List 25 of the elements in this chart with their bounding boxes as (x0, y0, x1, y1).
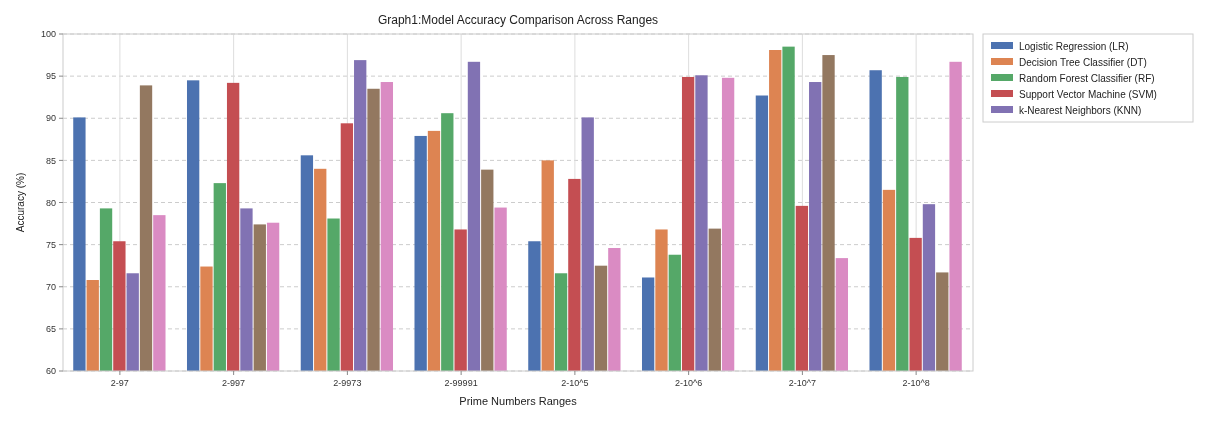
x-tick-label: 2-10^7 (788, 378, 816, 388)
legend-label: Support Vector Machine (SVM) (1019, 88, 1157, 100)
chart-title: Graph1:Model Accuracy Comparison Across Ranges (377, 13, 659, 27)
x-tick-label: 2-97 (110, 378, 129, 388)
x-tick-label: 2-10^6 (675, 378, 703, 388)
x-tick-label: 2-997 (222, 378, 246, 388)
y-tick-label: 95 (45, 71, 56, 82)
x-tick-label: 2-9973 (333, 378, 362, 388)
y-tick-label: 100 (40, 29, 56, 40)
x-axis-title: Prime Numbers Ranges (459, 395, 578, 407)
y-tick-label: 75 (45, 239, 56, 250)
legend-label: k-Nearest Neighbors (KNN) (1019, 104, 1142, 116)
y-tick-label: 70 (45, 281, 56, 292)
y-axis-title: Accuracy (%) (15, 172, 26, 233)
y-tick-label: 65 (45, 324, 56, 335)
legend-label: Decision Tree Classifier (DT) (1019, 56, 1147, 68)
legend-label: Logistic Regression (LR) (1019, 40, 1129, 52)
y-tick-label: 85 (45, 155, 56, 166)
x-tick-label: 2-10^5 (561, 378, 589, 388)
y-tick-label: 60 (45, 366, 56, 377)
legend-label: Random Forest Classifier (RF) (1019, 72, 1155, 84)
x-tick-label: 2-99991 (444, 378, 478, 388)
y-tick-label: 80 (45, 197, 56, 208)
y-tick-label: 90 (45, 113, 56, 124)
x-tick-label: 2-10^8 (902, 378, 930, 388)
